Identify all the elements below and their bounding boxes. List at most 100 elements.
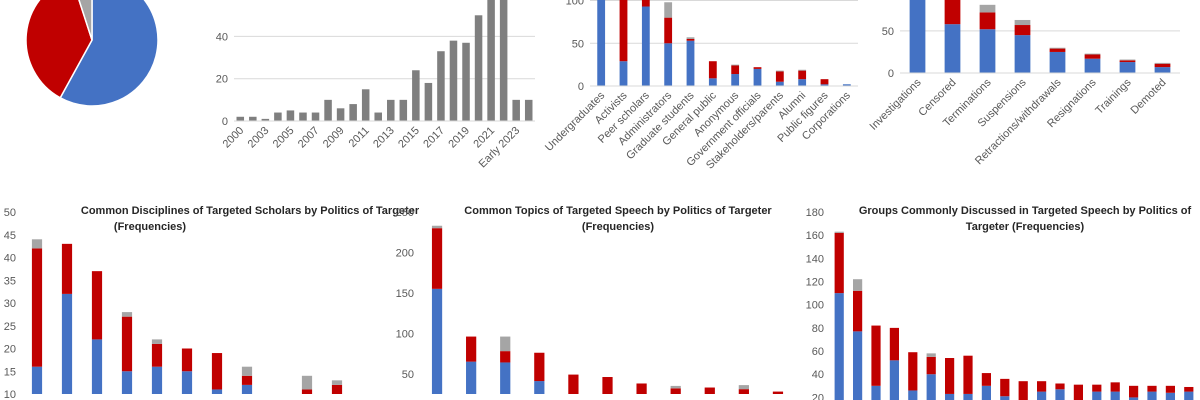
bar-segment xyxy=(708,61,717,79)
bar-segment xyxy=(568,374,579,394)
y-tick-label: 40 xyxy=(4,253,16,265)
bar-segment xyxy=(331,380,343,385)
bar-segment xyxy=(1084,58,1101,73)
bar-segment xyxy=(374,112,382,121)
y-tick-label: 50 xyxy=(402,369,414,381)
bar-segment xyxy=(1084,54,1101,59)
y-tick-label: 0 xyxy=(888,68,894,80)
bar-segment xyxy=(619,61,628,86)
y-tick-label: 180 xyxy=(806,207,824,219)
bar-segment xyxy=(1037,391,1047,400)
bar-segment xyxy=(181,348,193,372)
bar-segment xyxy=(500,362,511,394)
bar-segment xyxy=(1154,62,1171,64)
bar-segment xyxy=(945,358,955,394)
bar-segment xyxy=(1055,389,1065,400)
bar-segment xyxy=(834,232,844,294)
bar-segment xyxy=(449,40,458,121)
y-tick-label: 120 xyxy=(806,277,824,289)
bar-segment xyxy=(1073,384,1083,400)
bar-segment xyxy=(349,104,357,121)
category-label: 2015 xyxy=(396,125,422,151)
bar-segment xyxy=(926,374,936,400)
bar-segment xyxy=(979,29,996,73)
bar-segment xyxy=(1018,381,1028,400)
bar-segment xyxy=(487,0,495,122)
topics-chart-title: Common Topics of Targeted Speech by Poli… xyxy=(464,205,772,217)
disciplines-chart-title: Common Disciplines of Targeted Scholars … xyxy=(81,205,420,217)
bar-segment xyxy=(236,116,245,121)
pie-slice xyxy=(59,0,159,107)
bar-segment xyxy=(431,288,443,394)
bar-segment xyxy=(731,74,740,86)
category-label: Investigations xyxy=(868,76,924,132)
bar-segment xyxy=(909,0,926,73)
consequences-bar-chart: 050100InvestigationsCensoredTerminations… xyxy=(868,0,1180,167)
bar-segment xyxy=(753,67,762,69)
y-tick-label: 35 xyxy=(4,275,16,287)
bar-segment xyxy=(241,375,253,385)
bar-segment xyxy=(775,70,784,72)
y-tick-label: 50 xyxy=(4,207,16,219)
bar-segment xyxy=(963,355,973,394)
bar-segment xyxy=(853,331,863,400)
y-tick-label: 10 xyxy=(4,389,16,400)
y-tick-label: 60 xyxy=(216,0,228,1)
bar-segment xyxy=(462,42,470,122)
bar-segment xyxy=(412,70,420,121)
bar-segment xyxy=(944,24,961,73)
category-label: 2005 xyxy=(271,125,297,151)
y-tick-label: 20 xyxy=(4,344,16,356)
bar-segment xyxy=(431,225,443,229)
bar-segment xyxy=(361,89,370,121)
bar-segment xyxy=(534,381,545,394)
topics-bar-chart: Common Topics of Targeted Speech by Poli… xyxy=(396,205,784,394)
category-label: 2019 xyxy=(446,125,472,151)
bar-segment xyxy=(1154,63,1171,68)
category-label: 2011 xyxy=(347,125,372,150)
bar-segment xyxy=(1049,48,1066,52)
bar-segment xyxy=(945,393,955,400)
bar-segment xyxy=(301,375,313,390)
bar-segment xyxy=(31,366,43,394)
category-label: Trainings xyxy=(1093,76,1134,117)
y-tick-label: 80 xyxy=(812,323,824,335)
y-tick-label: 30 xyxy=(4,298,16,310)
bar-segment xyxy=(834,231,844,233)
bar-segment xyxy=(211,389,223,394)
y-tick-label: 100 xyxy=(806,300,824,312)
bar-segment xyxy=(61,293,73,394)
y-tick-label: 50 xyxy=(572,38,584,50)
y-tick-label: 100 xyxy=(396,328,414,340)
bar-segment xyxy=(979,4,996,13)
y-tick-label: 150 xyxy=(396,288,414,300)
groups-chart-title-line2: Targeter (Frequencies) xyxy=(966,221,1085,233)
bar-segment xyxy=(1184,386,1194,392)
bar-segment xyxy=(1014,35,1031,73)
bar-segment xyxy=(641,0,650,7)
pie-chart xyxy=(25,0,159,107)
bar-segment xyxy=(926,353,936,357)
y-tick-label: 140 xyxy=(806,253,824,265)
bar-segment xyxy=(602,377,613,394)
y-tick-label: 200 xyxy=(396,247,414,259)
category-label: 2017 xyxy=(421,125,447,151)
bar-segment xyxy=(466,361,477,394)
bar-segment xyxy=(619,0,628,62)
y-tick-label: 60 xyxy=(812,346,824,358)
y-tick-label: 45 xyxy=(4,230,16,242)
bar-segment xyxy=(889,327,899,361)
bar-segment xyxy=(686,40,695,86)
bar-segment xyxy=(1110,391,1120,400)
bar-segment xyxy=(798,69,807,71)
bar-segment xyxy=(474,15,483,122)
bar-segment xyxy=(336,108,345,121)
bar-segment xyxy=(1184,391,1194,400)
y-tick-label: 40 xyxy=(216,31,228,43)
pie-slice xyxy=(25,0,93,99)
bar-segment xyxy=(121,316,133,372)
bar-segment xyxy=(1147,391,1157,400)
groups-bar-chart: Groups Commonly Discussed in Targeted Sp… xyxy=(806,205,1194,400)
bar-segment xyxy=(151,366,163,394)
